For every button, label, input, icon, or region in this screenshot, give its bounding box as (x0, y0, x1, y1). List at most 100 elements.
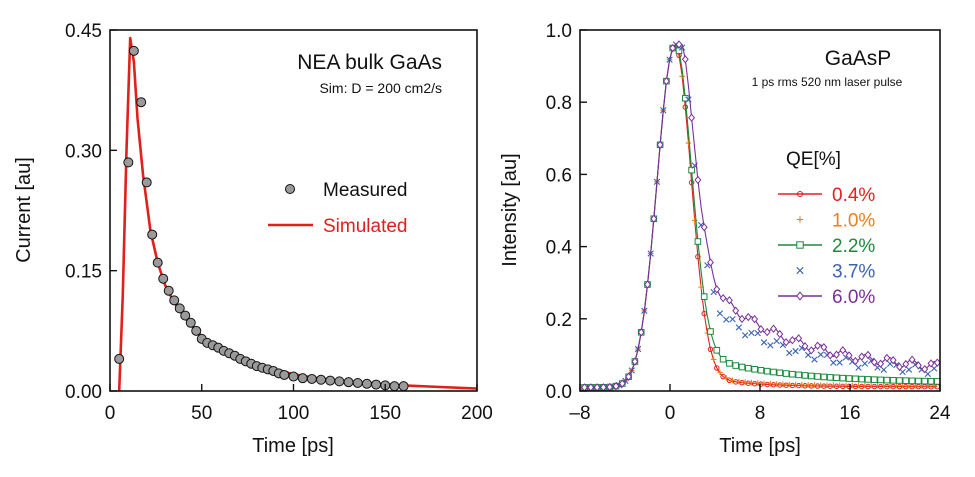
qe-3-7pct-point (773, 337, 780, 345)
intensity-legend-title: QE[%] (786, 149, 841, 170)
qe-6-0pct-point (833, 350, 840, 359)
current-y-tick-label: 0.00 (65, 382, 102, 403)
measured-point (152, 257, 163, 268)
qe-6-0pct-point (738, 314, 746, 324)
qe-0-4pct-point (795, 382, 802, 389)
qe-3-7pct-point (716, 310, 724, 317)
qe-1-0pct-point (780, 381, 786, 388)
qe-3-7pct-point (830, 359, 837, 366)
measured-point (163, 285, 174, 296)
measured-point (389, 381, 400, 392)
measured-point (185, 317, 196, 328)
qe-6-0pct-point (751, 314, 759, 324)
current-y-axis-label: Current [au] (13, 157, 35, 263)
qe-6-0pct-point (933, 358, 941, 367)
intensity-y-tick-label: 1.0 (546, 21, 572, 42)
legend-marker (796, 190, 804, 198)
qe-1-0pct-point (710, 356, 717, 363)
qe-2-2pct-point (858, 375, 866, 383)
qe-0-4pct-point (827, 383, 833, 389)
qe-2-2pct-point (738, 363, 746, 371)
qe-6-0pct-point (908, 355, 916, 364)
qe-1-0pct-point (748, 379, 755, 386)
qe-2-2pct-point (845, 375, 853, 382)
current-y-tick-label: 0.30 (65, 141, 102, 162)
qe-2-2pct-point (883, 376, 891, 384)
intensity-plot-area (581, 40, 941, 392)
qe-1-0pct-point (679, 73, 685, 80)
qe-2-2pct-point (889, 377, 897, 384)
qe-6-0pct-point (896, 362, 903, 372)
qe-1-0pct-point (855, 382, 862, 389)
qe-2-2pct-point (763, 367, 771, 375)
qe-1-0pct-point (862, 382, 868, 389)
qe-3-7pct-point (792, 347, 799, 355)
qe-6-0pct-point (801, 342, 809, 351)
qe-6-0pct-point (681, 55, 689, 64)
qe-1-0pct-point (868, 382, 874, 389)
qe-6-0pct-point (788, 336, 796, 345)
qe-2-2pct-curve (584, 43, 938, 388)
qe-2-2pct-point (820, 373, 828, 381)
qe-0-4pct-point (783, 382, 789, 388)
qe-2-2pct-point (908, 377, 916, 385)
qe-3-7pct-point (855, 364, 862, 371)
qe-6-0pct-point (700, 223, 708, 232)
qe-0-4pct-point (858, 383, 865, 390)
qe-2-2pct-point (921, 377, 929, 385)
qe-0-4pct-point (764, 381, 770, 388)
qe-0-4pct-point (714, 365, 720, 371)
qe-2-2pct-point (801, 372, 809, 379)
qe-0-4pct-point (770, 382, 777, 388)
qe-0-4pct-point (720, 373, 726, 380)
qe-1-0pct-point (799, 382, 805, 388)
qe-0-4pct-point (896, 383, 903, 390)
measured-point (158, 273, 169, 284)
qe-3-7pct-point (930, 365, 938, 372)
qe-2-2pct-point (707, 328, 714, 335)
qe-2-2pct-point (745, 364, 752, 372)
qe-2-2pct-point (864, 376, 872, 383)
qe-6-0pct-point (625, 372, 633, 381)
legend-marker (796, 216, 804, 223)
qe-6-0pct-point (851, 356, 859, 366)
measured-point (128, 45, 139, 56)
measured-point (288, 371, 299, 382)
qe-2-2pct-point (808, 372, 815, 380)
legend-measured-marker (285, 184, 295, 194)
intensity-x-tick-label: 16 (839, 403, 860, 424)
qe-1-0pct-point (805, 382, 811, 388)
measured-point (123, 157, 134, 168)
qe-2-2pct-point (871, 376, 878, 383)
qe-6-0pct-point (719, 293, 727, 303)
qe-6-0pct-point (782, 338, 790, 347)
qe-3-7pct-point (836, 359, 843, 366)
current-plot-area (114, 36, 478, 392)
qe-3-7pct-point (786, 349, 793, 357)
qe-0-4pct-point (871, 383, 878, 390)
qe-6-0pct-curve (584, 43, 938, 388)
qe-3-7pct-point (767, 342, 774, 349)
qe-1-0pct-point (874, 382, 881, 389)
qe-1-0pct-point (761, 380, 767, 387)
qe-6-0pct-point (757, 325, 765, 334)
qe-0-4pct-point (695, 254, 701, 260)
qe-1-0pct-point (754, 380, 761, 386)
qe-2-2pct-point (795, 371, 803, 379)
current-annotation-sub: Sim: D = 200 cm2/s (319, 80, 442, 96)
qe-0-4pct-point (758, 381, 764, 387)
qe-6-0pct-point (877, 359, 885, 368)
qe-6-0pct-point (618, 379, 626, 388)
intensity-x-tick-label: 8 (755, 403, 766, 424)
qe-1-0pct-point (742, 379, 748, 385)
qe-0-4pct-point (808, 383, 815, 389)
qe-6-0pct-point (839, 345, 847, 355)
legend-measured-label: Measured (323, 180, 408, 201)
qe-6-0pct-point (763, 327, 771, 337)
qe-2-2pct-point (814, 373, 821, 380)
qe-1-0pct-point (736, 378, 742, 385)
qe-6-0pct-point (744, 312, 752, 322)
qe-1-0pct-point (685, 140, 692, 146)
qe-1-0pct-point (887, 382, 893, 389)
measured-point (174, 303, 185, 314)
